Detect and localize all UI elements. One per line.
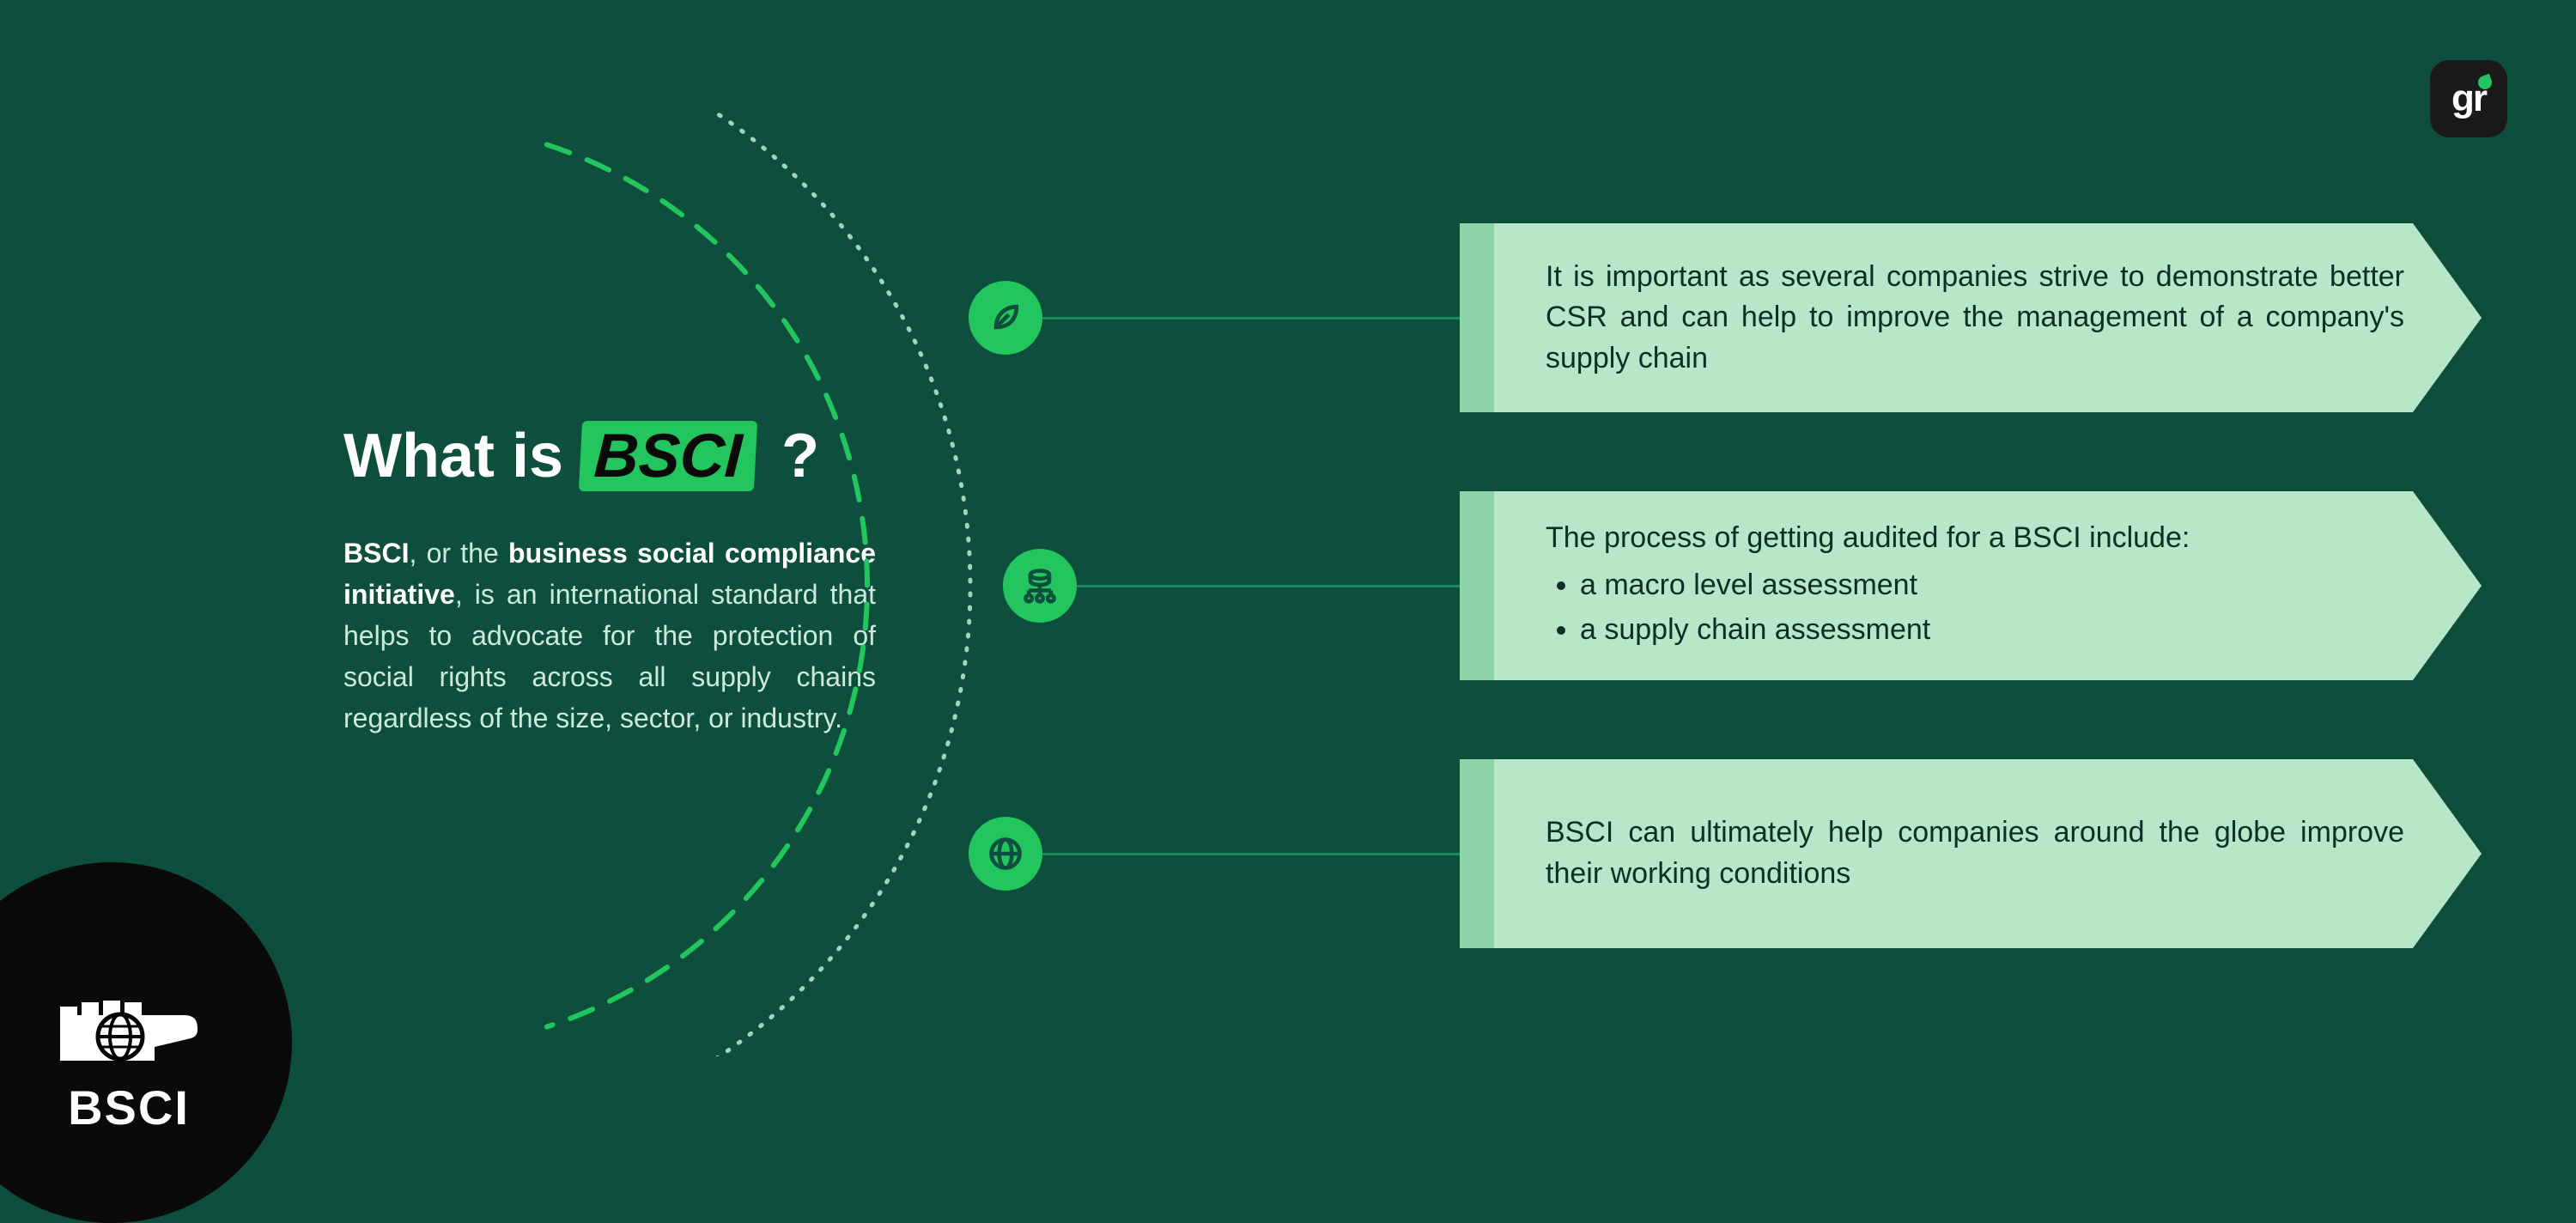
description-text: BSCI, or the business social compliance …	[343, 532, 876, 739]
card-accent	[1460, 759, 1494, 948]
bsci-hand-globe-icon	[43, 968, 215, 1088]
connector-1	[1077, 585, 1460, 587]
card-list: a macro level assessmenta supply chain a…	[1580, 565, 2404, 654]
heading-highlight: BSCI	[579, 421, 757, 491]
node-globe	[969, 817, 1042, 891]
card-text: BSCI can ultimately help companies aroun…	[1546, 812, 2404, 894]
leaf-icon	[987, 299, 1024, 337]
info-card-2: BSCI can ultimately help companies aroun…	[1460, 759, 2482, 948]
database-tree-icon	[1021, 567, 1059, 605]
card-lead: The process of getting audited for a BSC…	[1546, 518, 2404, 559]
card-list-item: a supply chain assessment	[1580, 610, 2404, 651]
bsci-badge: BSCI	[0, 862, 292, 1223]
globe-icon	[987, 835, 1024, 873]
heading-prefix: What is	[343, 422, 563, 490]
description-bold-1: BSCI	[343, 538, 409, 569]
info-card-1: The process of getting audited for a BSC…	[1460, 491, 2482, 680]
node-db	[1003, 549, 1077, 623]
card-accent	[1460, 223, 1494, 412]
connector-0	[1042, 317, 1460, 319]
bsci-badge-label: BSCI	[68, 1080, 190, 1135]
info-card-0: It is important as several companies str…	[1460, 223, 2482, 412]
brand-badge: gr	[2430, 60, 2507, 137]
card-text: It is important as several companies str…	[1546, 257, 2404, 380]
heading-suffix: ?	[781, 422, 819, 490]
card-list-item: a macro level assessment	[1580, 565, 2404, 606]
page-title: What is BSCI ?	[343, 421, 819, 491]
connector-2	[1042, 853, 1460, 855]
card-accent	[1460, 491, 1494, 680]
node-leaf	[969, 281, 1042, 355]
